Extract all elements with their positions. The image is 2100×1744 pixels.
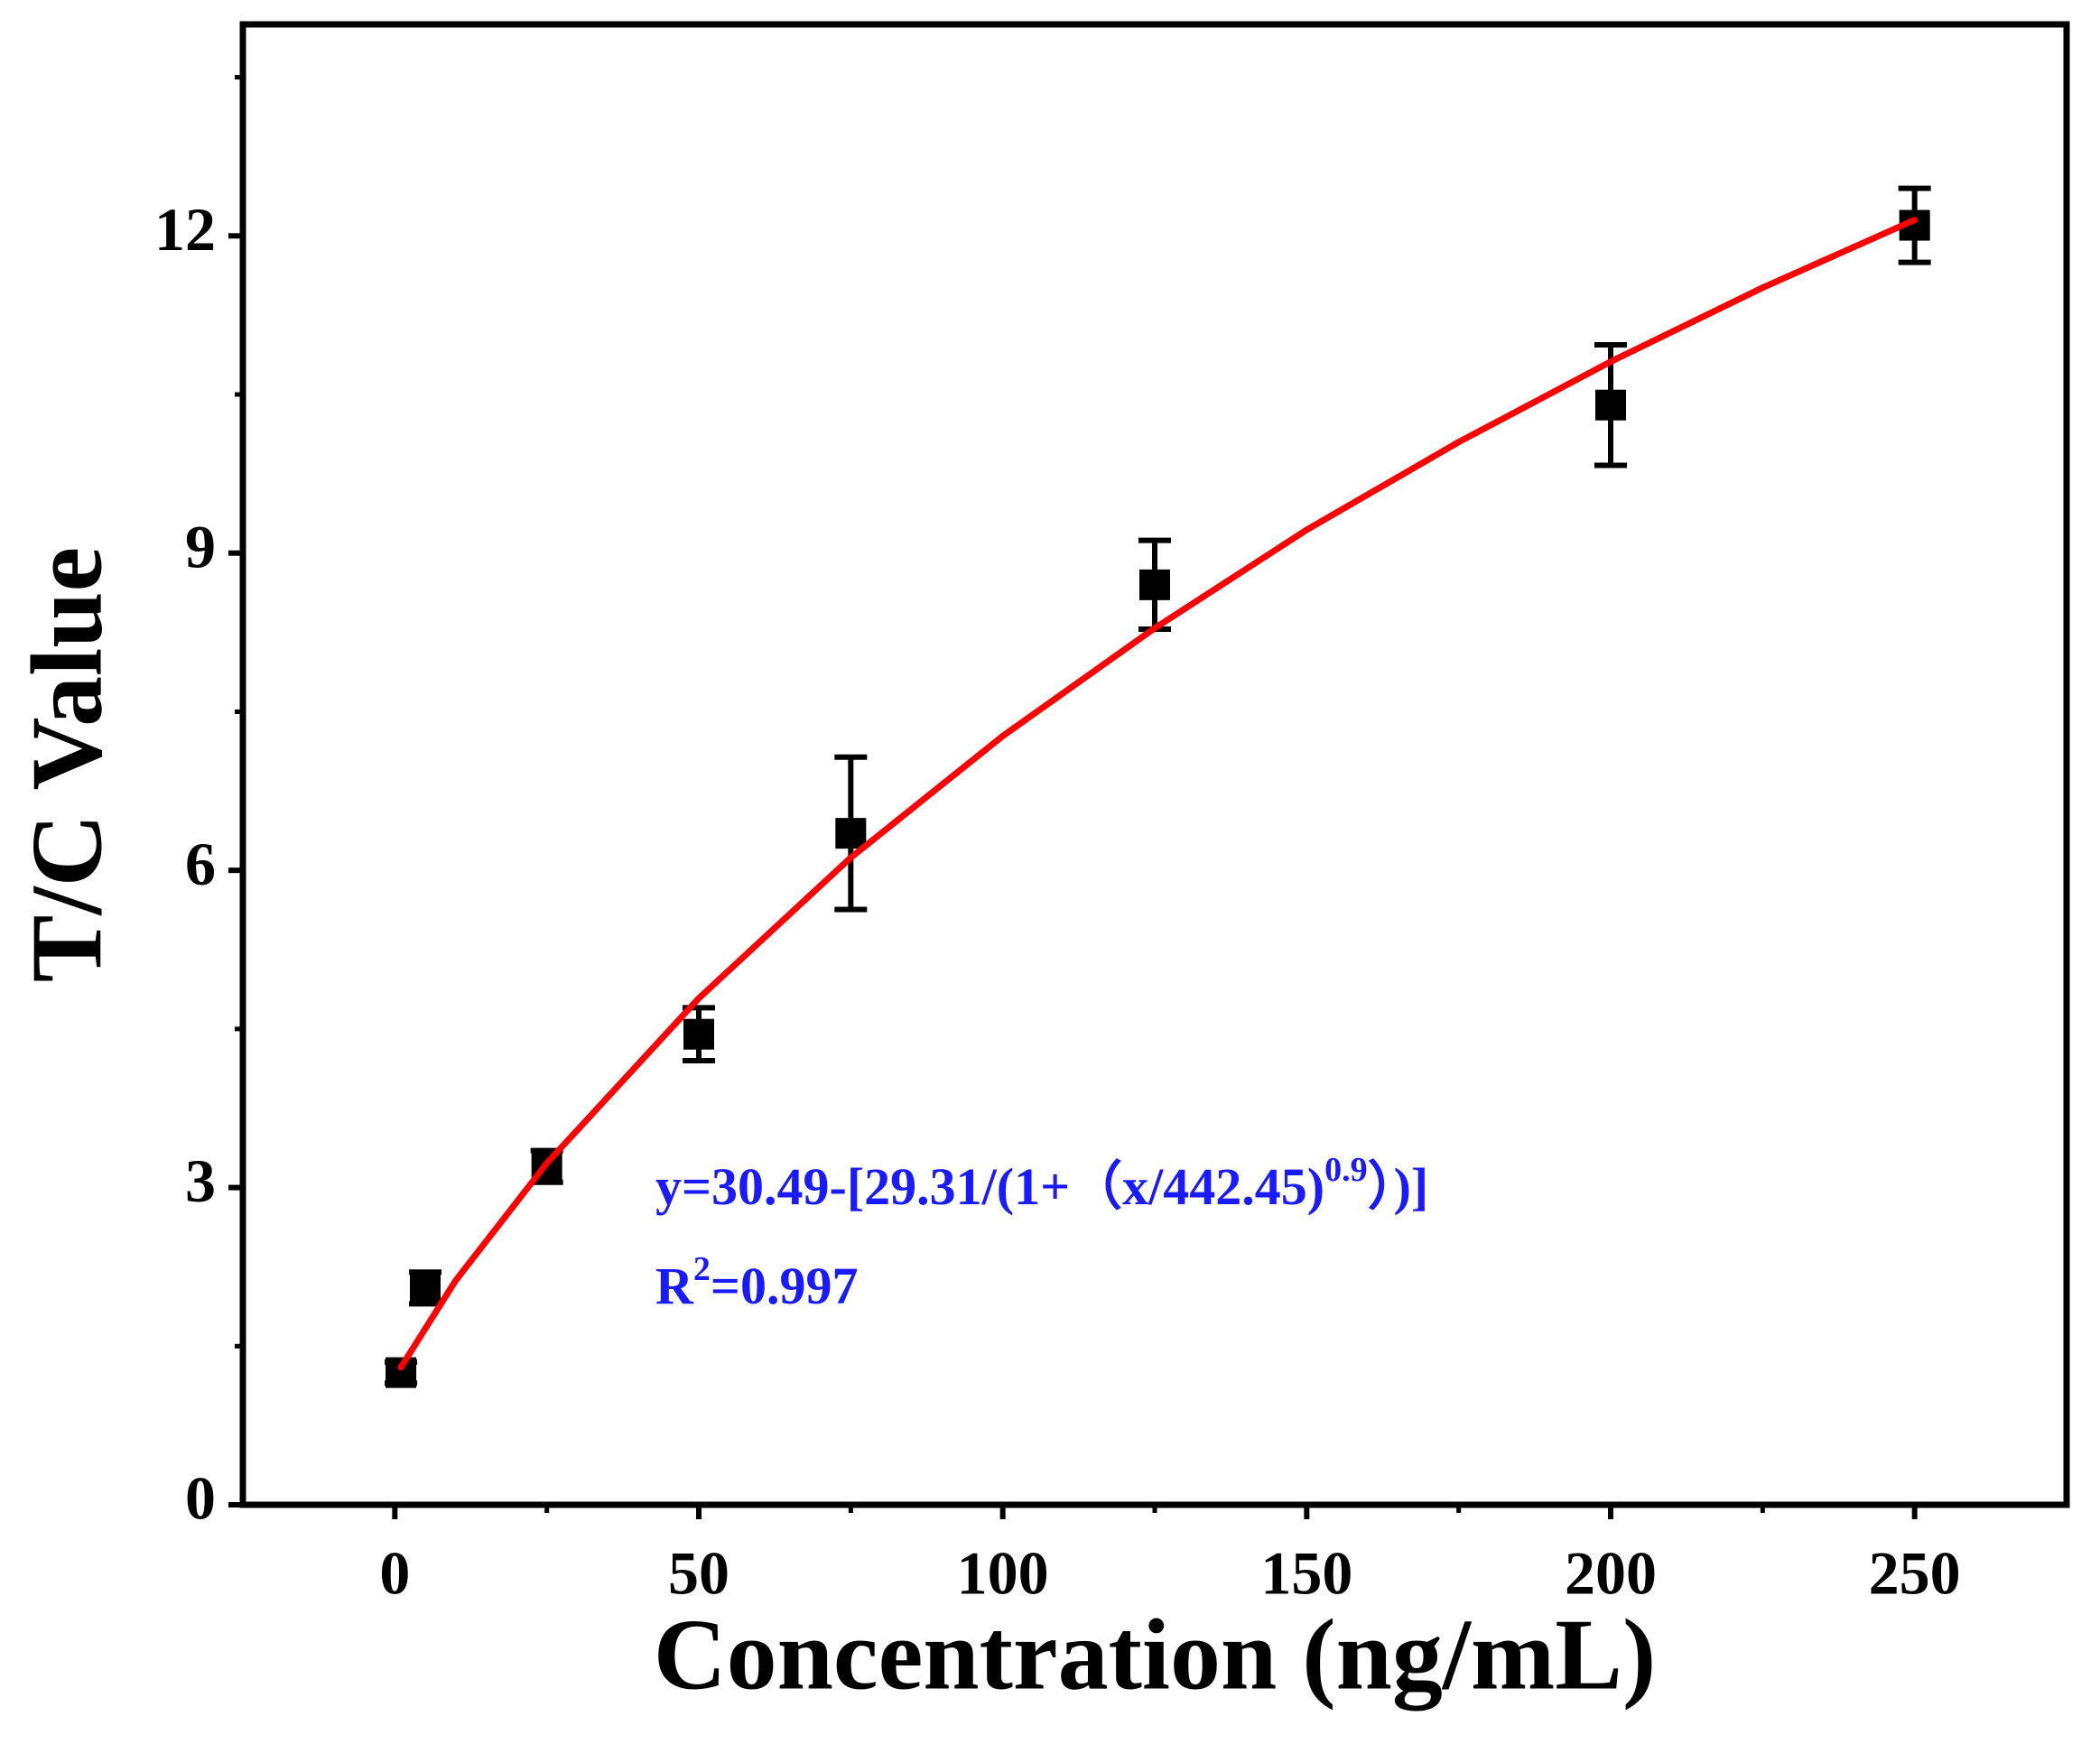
- fit-curve: [397, 217, 1919, 1371]
- equation-tail: ）)]: [1368, 1157, 1429, 1216]
- y-tick-label: 9: [185, 512, 216, 580]
- x-axis-title: Concentration (ng/mL): [654, 1600, 1657, 1712]
- data-point: [683, 1018, 714, 1050]
- fit-equation: y=30.49-[29.31/(1+（x/442.45)0.9）)]: [655, 1151, 1428, 1217]
- equation-exponent: 0.9: [1324, 1151, 1368, 1189]
- x-tick-label: 250: [1869, 1539, 1961, 1608]
- x-tick-label: 50: [668, 1539, 729, 1608]
- x-tick-label: 100: [957, 1539, 1049, 1608]
- y-tick-label: 12: [154, 195, 216, 264]
- data-point: [1139, 569, 1170, 600]
- data-point: [1595, 389, 1626, 421]
- plot-frame: [239, 21, 2070, 1508]
- x-tick-label: 0: [379, 1539, 410, 1608]
- r2-base: R: [655, 1257, 694, 1315]
- y-tick-label: 6: [185, 830, 216, 898]
- y-tick-label: 0: [185, 1464, 216, 1533]
- r2-tail: =0.997: [711, 1257, 859, 1315]
- y-axis-title: T/C Value: [12, 547, 124, 982]
- equation-main: y=30.49-[29.31/(1+（x/442.45): [655, 1157, 1324, 1216]
- r2-exponent: 2: [693, 1250, 711, 1288]
- x-tick-label: 200: [1565, 1539, 1657, 1608]
- y-tick-label: 3: [185, 1146, 216, 1215]
- r-squared: R2=0.997: [655, 1250, 858, 1316]
- data-point: [835, 818, 867, 849]
- x-tick-label: 150: [1260, 1539, 1352, 1608]
- data-point: [410, 1272, 441, 1303]
